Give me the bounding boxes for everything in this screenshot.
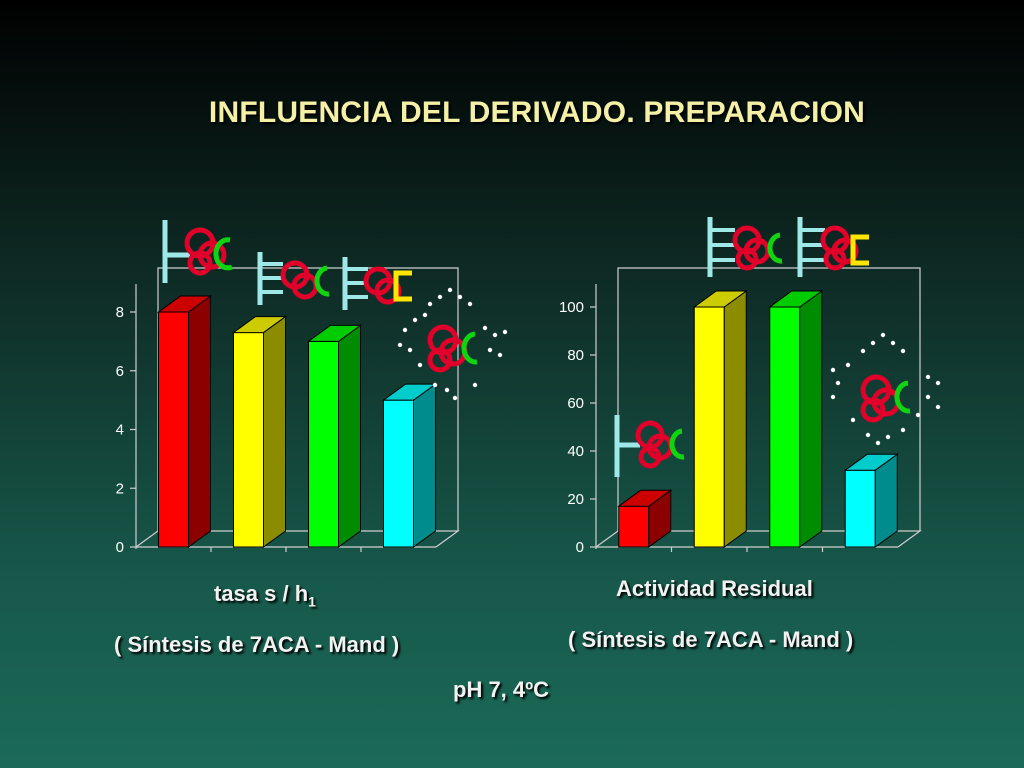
bar-front — [233, 332, 264, 548]
bar-front — [158, 311, 189, 548]
caption-conditions: pH 7, 4ºC — [453, 677, 550, 702]
y-tick-label: 100 — [559, 299, 584, 316]
slide-title: INFLUENCIA DEL DERIVADO. PREPARACION — [208, 96, 866, 129]
bar-top — [843, 453, 899, 471]
bar-4 — [381, 383, 438, 548]
y-tick-label: 80 — [567, 347, 584, 364]
bar-side — [263, 315, 286, 548]
derivative-icon-right-1 — [707, 217, 783, 277]
bar-top — [231, 316, 288, 334]
bar-front — [844, 469, 876, 548]
bar-front — [383, 399, 414, 548]
bar-side — [338, 324, 361, 548]
bar-1 — [156, 295, 213, 548]
y-tick-label: 0 — [116, 539, 124, 556]
derivative-icon-right-2 — [797, 217, 869, 277]
caption-rate-subscript: 1 — [308, 593, 316, 610]
derivative-icon-left-1 — [162, 220, 233, 283]
chart-residual-activity: 0 20 40 60 80 100 — [559, 267, 922, 556]
y-tick-label: 60 — [567, 395, 584, 412]
bar-top — [156, 295, 213, 313]
chart-rate: 0 2 4 6 8 — [116, 267, 460, 556]
bar-front — [618, 505, 650, 548]
y-tick-label: 0 — [576, 539, 584, 556]
derivative-icon-left-3 — [342, 257, 412, 310]
y-tick-label: 20 — [567, 491, 584, 508]
y-tick-label: 40 — [567, 443, 584, 460]
y-tick-label: 4 — [116, 422, 124, 439]
y-tick-label: 6 — [116, 363, 124, 380]
bar-1 — [617, 489, 673, 548]
floor — [595, 530, 922, 548]
y-tick-label: 2 — [116, 480, 124, 497]
bar-top — [617, 489, 673, 507]
derivative-icon-right-4 — [830, 332, 941, 446]
derivative-icon-left-2 — [257, 252, 330, 305]
y-tick-label: 8 — [116, 304, 124, 321]
bar-top — [306, 324, 363, 342]
bar-side — [799, 290, 823, 548]
caption-synthesis-right: ( Síntesis de 7ACA - Mand ) — [568, 627, 854, 652]
bar-side — [188, 295, 211, 548]
bar-top — [768, 290, 824, 308]
caption-rate: tasa s / h1 — [214, 581, 316, 609]
bar-side — [723, 290, 747, 548]
caption-residual-activity: Actividad Residual — [616, 576, 813, 601]
bar-front — [693, 306, 725, 548]
bar-front — [308, 340, 339, 548]
bar-front — [769, 306, 801, 548]
bar-3 — [768, 290, 824, 548]
bar-side — [413, 383, 436, 548]
bar-2 — [231, 315, 288, 548]
derivative-icon-left-4 — [397, 287, 508, 401]
bar-3 — [306, 324, 363, 548]
bar-4 — [843, 453, 899, 548]
back-wall — [617, 267, 921, 531]
bar-top — [692, 290, 748, 308]
bar-2 — [692, 290, 748, 548]
derivative-icon-right-3 — [614, 415, 685, 477]
caption-rate-text: tasa s / h — [214, 581, 309, 606]
caption-synthesis-left: ( Síntesis de 7ACA - Mand ) — [114, 632, 400, 657]
